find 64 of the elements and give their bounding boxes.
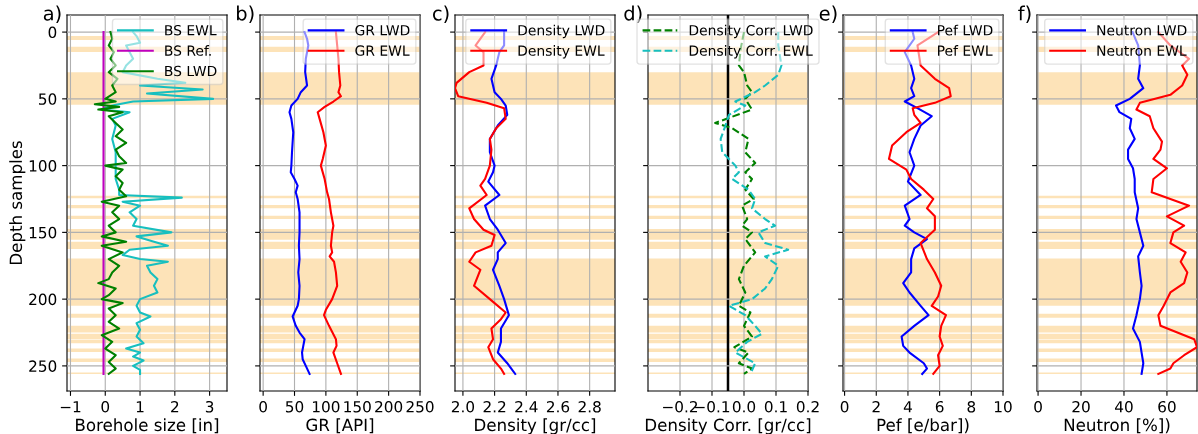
legend-label: Pef EWL <box>938 45 993 56</box>
legend-label: Density LWD <box>518 24 605 39</box>
x-tick-label: 8 <box>967 400 976 413</box>
y-tick-label: 50 <box>39 93 57 105</box>
chart-title: c) <box>432 5 449 23</box>
x-tick-label: −0.1 <box>695 400 730 413</box>
chart-title: e) <box>819 5 837 23</box>
x-tick-label: 0 <box>259 400 267 413</box>
x-tick-label: 10 <box>994 400 1012 413</box>
x-tick-label: 4 <box>903 401 912 413</box>
x-tick-label: 2.8 <box>578 400 601 413</box>
x-tick-label: −1 <box>60 401 81 413</box>
y-tick-label: 250 <box>29 360 57 372</box>
x-tick-label: 0 <box>101 400 110 413</box>
x-tick-label: 0.0 <box>732 400 756 413</box>
x-tick-label: 0 <box>840 400 849 413</box>
x-tick-label: 200 <box>375 400 403 413</box>
y-tick-label: 150 <box>29 226 57 239</box>
chart-title: a) <box>43 5 61 23</box>
x-tick-label: 2 <box>171 400 179 413</box>
legend-label: Pef LWD <box>938 24 993 36</box>
y-axis-title: Depth samples <box>9 141 26 265</box>
line-series <box>93 31 128 375</box>
x-axis-title: Pef [e/bar]) <box>877 418 969 434</box>
x-tick-label: 6 <box>935 400 944 413</box>
x-tick-label: 40 <box>1115 400 1133 413</box>
legend-label: BS LWD <box>165 65 217 77</box>
x-tick-label: 1 <box>136 401 144 413</box>
x-tick-label: −0.2 <box>663 400 698 413</box>
legend-label: Neutron LWD <box>1097 25 1187 36</box>
chart-title: b) <box>237 5 254 23</box>
x-tick-label: 50 <box>285 400 304 413</box>
x-tick-label: 2.4 <box>515 400 538 413</box>
x-tick-label: 100 <box>312 400 340 413</box>
x-tick-label: 60 <box>1158 400 1176 413</box>
y-tick-label: 0 <box>48 26 57 39</box>
x-tick-label: 2.2 <box>483 400 506 413</box>
x-axis-title: Borehole size [in] <box>76 418 219 434</box>
legend-label: Density EWL <box>518 45 605 59</box>
chart-title: f) <box>1018 5 1031 23</box>
x-tick-label: 20 <box>1072 400 1090 413</box>
legend-label: GR EWL <box>355 45 410 56</box>
x-tick-label: 2.6 <box>546 400 570 413</box>
y-tick-label: 100 <box>29 160 57 172</box>
legend-label: BS EWL <box>165 24 217 36</box>
legend-label: Density Corr. EWL <box>689 45 813 59</box>
chart-title: d) <box>624 5 642 23</box>
x-axis-title: GR [API] <box>306 418 374 434</box>
x-tick-label: 2 <box>872 400 880 413</box>
x-axis-title: Neutron [%]) <box>1064 418 1170 434</box>
x-axis-title: Density Corr. [gr/cc] <box>645 418 811 434</box>
x-tick-label: 0.2 <box>796 400 819 413</box>
x-tick-label: 0.1 <box>764 400 787 413</box>
x-tick-label: 2.0 <box>451 400 475 413</box>
x-tick-label: 3 <box>205 400 214 413</box>
legend-label: GR LWD <box>355 24 410 36</box>
x-tick-label: 250 <box>406 400 434 413</box>
x-tick-label: 150 <box>344 400 371 413</box>
y-tick-label: 200 <box>29 293 57 306</box>
legend-label: Neutron EWL <box>1097 45 1187 56</box>
legend-label: Density Corr. LWD <box>689 24 813 39</box>
legend-label: BS Ref. <box>165 45 211 56</box>
x-tick-label: 0 <box>1034 400 1042 413</box>
x-axis-title: Density [gr/cc] <box>475 418 596 434</box>
